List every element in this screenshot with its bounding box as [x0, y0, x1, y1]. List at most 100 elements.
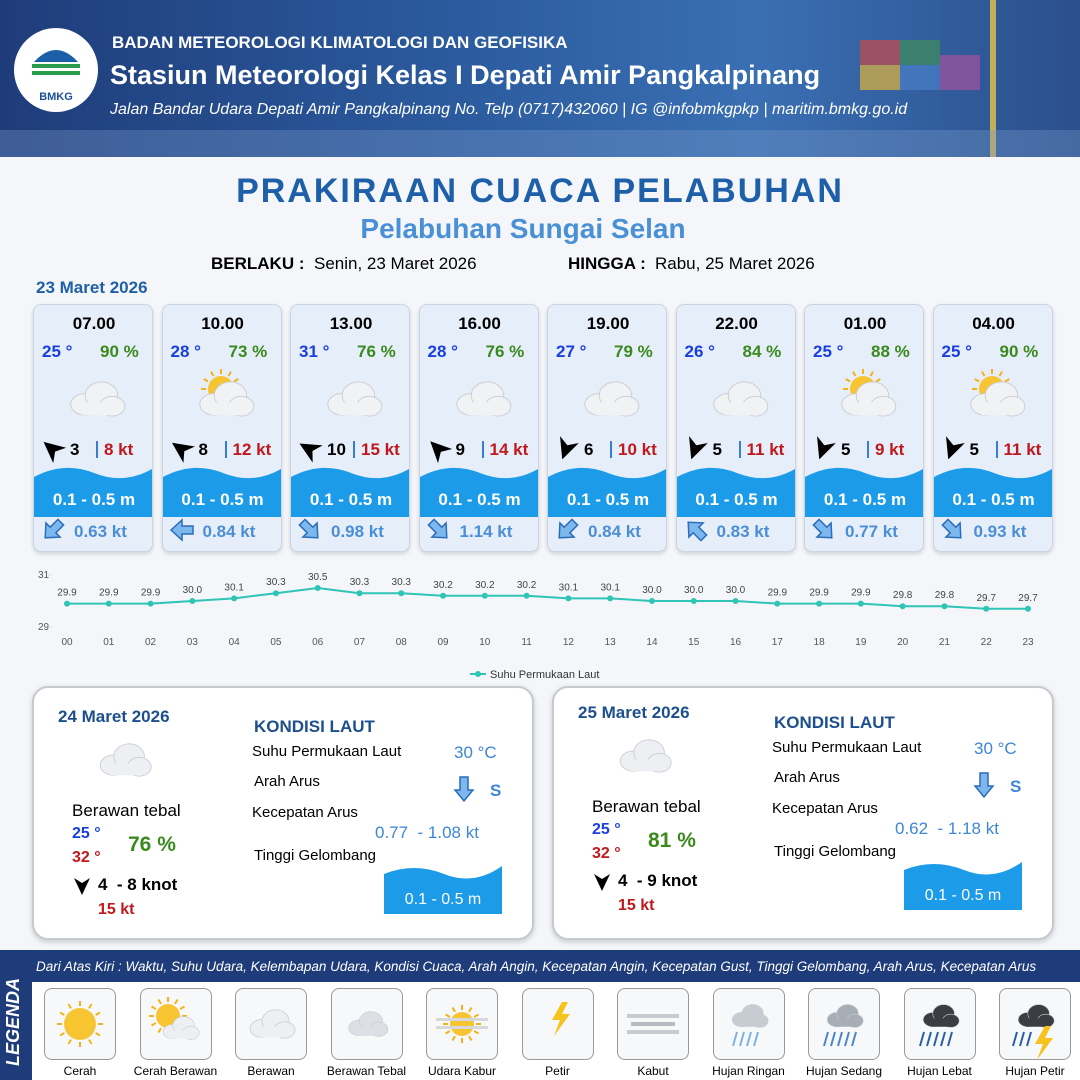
icon-part	[206, 402, 243, 416]
day-weather-icon	[99, 743, 152, 777]
icon-part	[551, 1002, 570, 1036]
legend-title: LEGENDA	[3, 977, 23, 1066]
icon-part	[845, 378, 851, 383]
current-arrow-shape	[169, 518, 194, 542]
day-date: 24 Maret 2026	[58, 707, 170, 726]
icon-part	[1017, 1004, 1055, 1028]
icon-part	[1035, 1026, 1053, 1060]
wind-arrow-shape	[594, 874, 610, 891]
header-decoration	[0, 0, 1080, 157]
icon-part	[167, 1030, 192, 1039]
humidity: 76 %	[485, 342, 525, 361]
icon-part	[832, 1018, 856, 1027]
gust-speed: 15 kt	[353, 441, 400, 458]
icon-part	[249, 1009, 296, 1039]
current-speed-label: Kecepatan Arus	[772, 800, 878, 817]
temp-max: 32 °	[72, 849, 101, 866]
current-speed: 1.14 kt	[459, 522, 513, 541]
icon-part	[939, 1031, 946, 1047]
icon-part	[631, 1022, 675, 1026]
legend-icon	[249, 1009, 296, 1039]
time: 16.00	[458, 314, 501, 333]
icon-part	[450, 1012, 474, 1036]
legend-icon-box	[521, 988, 594, 1060]
icon-part	[463, 402, 500, 416]
icon-part	[990, 0, 996, 157]
icon-part	[745, 1031, 752, 1047]
wind-arrow	[429, 441, 452, 464]
temp-max: 32 °	[592, 845, 621, 862]
day1-date: 23 Maret 2026	[36, 278, 148, 297]
x-tick-label: 15	[688, 637, 700, 648]
wind-range: 4 - 9 knot	[618, 871, 698, 890]
icon-part	[34, 50, 78, 62]
wave-band	[933, 467, 1052, 517]
current-dir-arrow	[453, 776, 475, 803]
icon-part	[353, 1026, 380, 1036]
y-tick-label: 31	[38, 570, 50, 581]
legend-item: Hujan Petir	[1005, 1064, 1065, 1078]
forecast-card: 22.00 26 ° 84 % 5 11 kt 0.1 - 0.5 m 0.83 kt	[675, 304, 796, 552]
humidity: 76 %	[357, 342, 396, 361]
icon-part	[869, 371, 874, 377]
air-temperature: 27 °	[556, 342, 587, 361]
wind-speed: 8	[198, 440, 208, 459]
data-label: 30.1	[224, 582, 244, 593]
air-temperature: 31 °	[299, 342, 330, 361]
humidity: 88 %	[871, 342, 910, 361]
icon-part	[32, 64, 80, 68]
icon-part	[95, 1032, 101, 1037]
icon-part	[327, 381, 383, 417]
wave-band	[676, 467, 795, 517]
current-arrow-shape	[426, 518, 448, 539]
weather-icon	[198, 369, 254, 417]
data-label: 30.2	[475, 580, 495, 591]
icon-part	[198, 381, 254, 417]
humidity: 90 %	[999, 342, 1039, 361]
icon-part	[162, 1016, 200, 1040]
wave-height: 0.1 - 0.5 m	[52, 490, 136, 509]
current-dir-arrow-shape	[973, 772, 995, 799]
icon-part	[179, 1005, 185, 1010]
icon-part	[291, 467, 409, 517]
wave-band	[548, 467, 666, 517]
wind-arrow-shape	[171, 442, 195, 463]
air-temperature: 25 °	[941, 342, 972, 361]
sst-point	[314, 585, 321, 591]
wind-arrow-shape	[817, 436, 836, 460]
wind-arrow-shape	[299, 443, 323, 463]
sst-label: Suhu Permukaan Laut	[772, 739, 922, 756]
icon-part	[468, 1007, 473, 1013]
legend-item: Hujan Sedang	[805, 1064, 883, 1078]
valid-from: Senin, 23 Maret 2026	[314, 254, 477, 273]
x-tick-label: 13	[605, 637, 617, 648]
wind-speed: 5	[969, 440, 979, 459]
sst-point	[398, 590, 405, 597]
icon-part	[900, 40, 940, 65]
x-tick-label: 18	[814, 637, 826, 648]
data-label: 29.9	[809, 588, 829, 599]
humidity: 84 %	[742, 342, 782, 361]
sst-point	[732, 598, 739, 604]
icon-part	[933, 467, 1052, 517]
current-arrow	[686, 521, 708, 542]
wave-band	[291, 467, 409, 517]
wave-band	[34, 467, 152, 517]
icon-part	[969, 381, 1025, 417]
gust-speed: 12 kt	[224, 441, 271, 458]
current-arrow-shape	[44, 518, 65, 539]
forecast-card: 01.00 25 ° 88 % 5 9 kt 0.1 - 0.5 m 0.77 kt	[804, 304, 924, 552]
current-speed: 0.77 - 1.08 kt	[375, 823, 479, 842]
current-arrow-shape	[940, 518, 962, 539]
x-tick-label: 02	[145, 637, 157, 648]
current-speed-label: Kecepatan Arus	[252, 804, 358, 821]
gust: 15 kt	[98, 901, 135, 918]
current-dir: S	[1010, 777, 1022, 796]
current-speed: 0.93 kt	[973, 522, 1027, 541]
x-tick-label: 01	[103, 637, 115, 648]
sst-point	[941, 603, 948, 610]
humidity: 76 %	[128, 833, 176, 856]
icon-part	[940, 55, 980, 90]
legend-item: Hujan Ringan	[712, 1064, 785, 1078]
